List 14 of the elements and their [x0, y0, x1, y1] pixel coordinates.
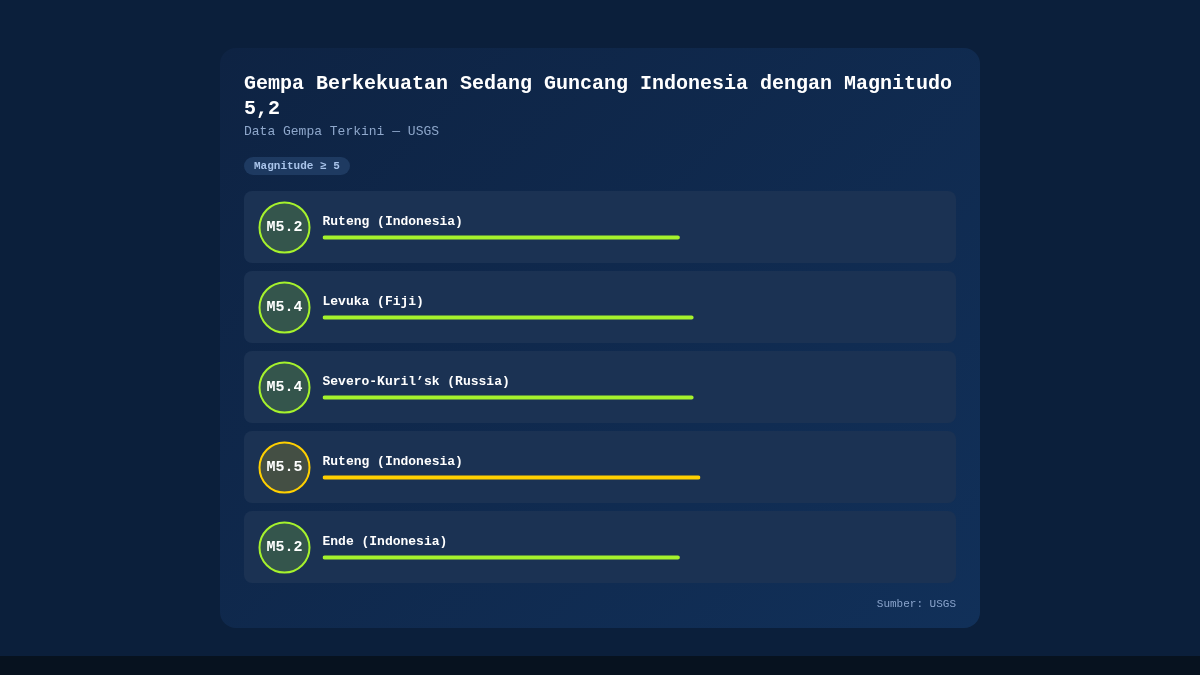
y-tick-label: Ruteng (Indonesia) — [322, 214, 463, 229]
chart-subtitle: Data Gempa Terkini — USGS — [244, 123, 440, 140]
y-tick-label: Ende (Indonesia) — [322, 534, 448, 549]
chart-title: Gempa Berkekuatan Sedang Guncang Indonesia dengan Magnitudo 5,2 — [244, 71, 954, 121]
text: Magnitude ≥ 5 — [244, 157, 350, 175]
text: Sumber: USGS — [875, 597, 956, 612]
data-label: M5.2 — [266, 219, 303, 236]
data-label: M5.4 — [266, 299, 303, 316]
y-tick-label: Severo-Kuril’sk (Russia) — [322, 374, 510, 389]
data-label: M5.2 — [266, 539, 303, 556]
y-tick-label: Levuka (Fiji) — [322, 294, 424, 309]
data-label: M5.5 — [266, 459, 303, 476]
y-tick-label: Ruteng (Indonesia) — [322, 454, 463, 469]
data-label: M5.4 — [266, 379, 303, 396]
